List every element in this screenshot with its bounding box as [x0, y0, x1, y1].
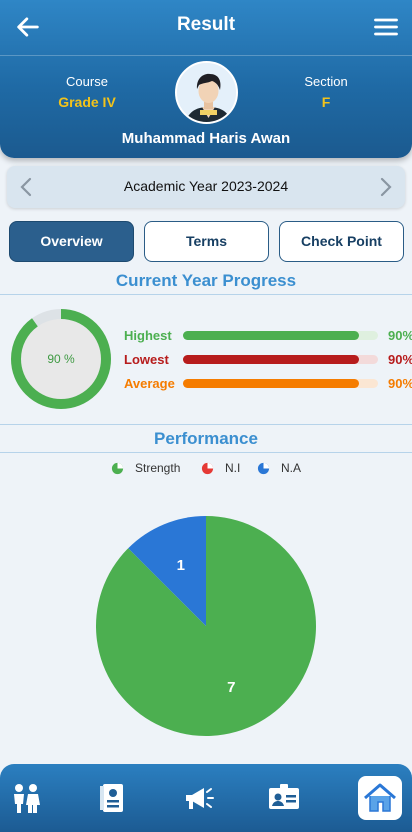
- tab-bar: Overview Terms Check Point: [0, 221, 412, 263]
- bar-track-lowest: [183, 355, 378, 364]
- donut-center: [20, 318, 102, 400]
- bar-label-lowest: Lowest: [124, 352, 169, 367]
- back-arrow-icon[interactable]: [14, 13, 42, 41]
- report-card-icon[interactable]: [94, 780, 130, 816]
- student-name: Muhammad Haris Awan: [121, 130, 291, 147]
- performance-pie-chart: 71: [96, 516, 316, 736]
- header-divider: [0, 55, 412, 56]
- bar-track-highest: [183, 331, 378, 340]
- bar-fill-average: [183, 379, 359, 388]
- page-title: Result: [176, 14, 236, 35]
- academic-year-selector: Academic Year 2023-2024: [7, 166, 405, 208]
- bar-fill-highest: [183, 331, 359, 340]
- course-value: Grade IV: [58, 94, 116, 110]
- pie-slice-strength: [96, 516, 316, 736]
- chevron-right-icon[interactable]: [373, 175, 397, 199]
- tab-overview[interactable]: Overview: [9, 221, 134, 262]
- pie-value-label: 7: [227, 679, 235, 696]
- bar-label-average: Average: [124, 376, 175, 391]
- progress-donut-chart: 90 %: [11, 309, 111, 409]
- student-avatar-icon: [177, 63, 236, 122]
- bar-percent-average: 90%: [388, 376, 412, 391]
- divider-line: [0, 294, 412, 295]
- home-icon: [364, 783, 396, 812]
- donut-percent-label: 90 %: [47, 352, 75, 366]
- children-icon[interactable]: [8, 780, 44, 816]
- pie-slice-icon: [201, 462, 214, 475]
- divider-line: [0, 424, 412, 425]
- chevron-left-icon[interactable]: [15, 175, 39, 199]
- bar-percent-lowest: 90%: [388, 352, 412, 367]
- course-label: Course: [66, 74, 108, 89]
- academic-year-text: Academic Year 2023-2024: [123, 178, 289, 194]
- top-app-bar: Result: [0, 0, 412, 54]
- announcement-icon[interactable]: [180, 780, 216, 816]
- donut-progress-arc: [11, 309, 111, 409]
- bar-fill-lowest: [183, 355, 359, 364]
- performance-section-title: Performance: [154, 429, 258, 448]
- profile-header: Result Course Grade IV Section F Muhamma…: [0, 0, 412, 158]
- bar-percent-highest: 90%: [388, 328, 412, 343]
- hamburger-menu-icon[interactable]: [372, 13, 400, 41]
- tab-check-point[interactable]: Check Point: [279, 221, 404, 262]
- bottom-navigation: [0, 764, 412, 832]
- avatar[interactable]: [175, 61, 238, 124]
- bar-track-average: [183, 379, 378, 388]
- section-value: F: [321, 94, 331, 110]
- section-label: Section: [304, 74, 348, 89]
- pie-slice-na: [128, 516, 206, 626]
- tab-terms[interactable]: Terms: [144, 221, 269, 262]
- progress-section-title: Current Year Progress: [115, 271, 297, 290]
- home-button[interactable]: [358, 776, 402, 820]
- pie-slice-icon: [111, 462, 124, 475]
- pie-value-label: 1: [177, 557, 185, 574]
- id-card-icon[interactable]: [266, 780, 302, 816]
- bar-label-highest: Highest: [124, 328, 172, 343]
- pie-slice-icon: [257, 462, 270, 475]
- performance-legend: Strength N.I N.A: [0, 460, 412, 478]
- divider-line: [0, 452, 412, 453]
